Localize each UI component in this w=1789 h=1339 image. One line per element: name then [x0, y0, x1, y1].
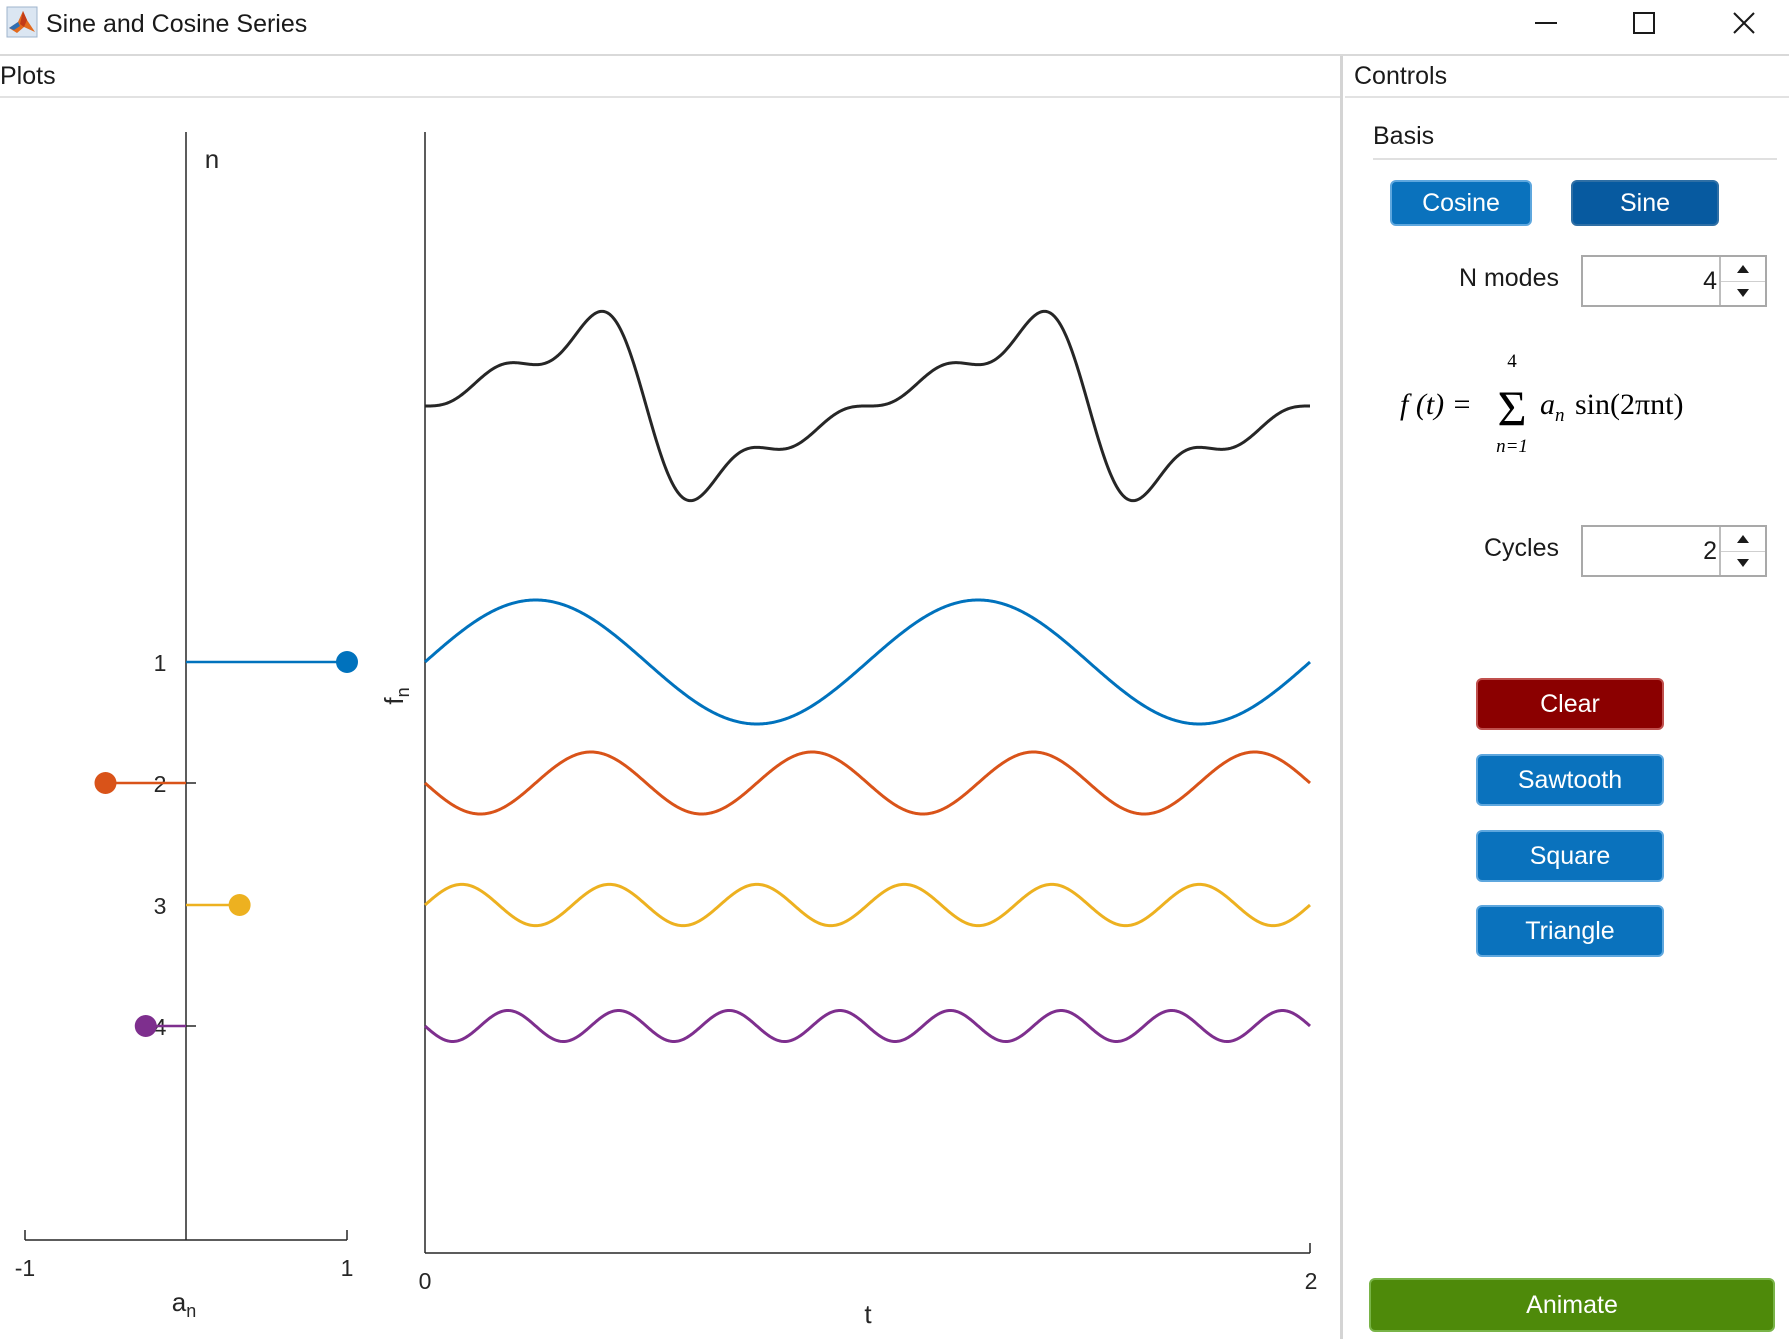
modes-x-axis-label: t — [864, 1299, 872, 1329]
cycles-label: Cycles — [1483, 534, 1559, 562]
formula-sum-lower: n=1 — [1496, 436, 1528, 457]
modes-x-tick-label: 2 — [1305, 1268, 1318, 1294]
stem-y-axis-label: n — [205, 144, 219, 174]
plots-panel: Plots -1 1 an n 1234 0 2 t fn — [0, 56, 1343, 1339]
stem-x-tick-label: -1 — [15, 1255, 35, 1281]
stem-x-axis-label: an — [172, 1287, 196, 1321]
basis-section-title: Basis — [1373, 122, 1777, 160]
sum-series-line — [425, 309, 1310, 503]
mode-line-3 — [424, 882, 1311, 928]
stem-y-tick-label: 3 — [154, 893, 167, 919]
maximize-button[interactable] — [1599, 0, 1689, 46]
n-modes-increment-button[interactable] — [1721, 257, 1765, 282]
controls-panel: Controls Basis Cosine Sine N modes 4 f (… — [1345, 56, 1789, 1339]
sine-button[interactable]: Sine — [1571, 180, 1719, 226]
n-modes-spinner[interactable]: 4 — [1581, 255, 1767, 307]
square-button[interactable]: Square — [1476, 830, 1664, 882]
cycles-value[interactable]: 2 — [1703, 537, 1717, 565]
plots-panel-title: Plots — [0, 56, 1340, 98]
clear-button[interactable]: Clear — [1476, 678, 1664, 730]
modes-x-tick-label: 0 — [419, 1268, 432, 1294]
stem-marks: 1234 — [94, 650, 358, 1040]
caret-up-icon — [1737, 265, 1749, 273]
modes-y-axis-label: fn — [379, 687, 413, 704]
summation-icon: Σ — [1497, 380, 1526, 436]
caret-down-icon — [1737, 559, 1749, 567]
formula-coefficient: an — [1540, 388, 1565, 426]
controls-panel-title: Controls — [1345, 56, 1789, 98]
formula-sum-upper: 4 — [1507, 352, 1517, 372]
formula-term: sin(2πnt) — [1575, 388, 1683, 421]
matlab-logo-icon — [6, 6, 38, 38]
stem-marker-3[interactable] — [228, 894, 251, 916]
n-modes-label: N modes — [1458, 264, 1559, 292]
stem-marker-1[interactable] — [336, 651, 358, 673]
coefficient-stem-plot: -1 1 an n 1234 — [15, 132, 358, 1321]
maximize-icon — [1633, 12, 1655, 34]
stem-y-tick-label: 1 — [154, 650, 167, 676]
close-icon — [1733, 12, 1755, 34]
caret-up-icon — [1737, 535, 1749, 543]
minimize-button[interactable] — [1501, 0, 1591, 46]
close-button[interactable] — [1699, 0, 1789, 46]
stem-marker-2[interactable] — [94, 772, 117, 794]
cycles-increment-button[interactable] — [1721, 527, 1765, 552]
formula-lhs: f (t) = — [1400, 388, 1472, 421]
triangle-button[interactable]: Triangle — [1476, 905, 1664, 957]
modes-line-plot: 0 2 t fn — [379, 132, 1317, 1329]
caret-down-icon — [1737, 289, 1749, 297]
sawtooth-button[interactable]: Sawtooth — [1476, 754, 1664, 806]
stem-marker-4[interactable] — [134, 1015, 157, 1037]
window-title: Sine and Cosine Series — [46, 10, 308, 38]
mode-line-1 — [424, 598, 1311, 726]
cosine-button[interactable]: Cosine — [1390, 180, 1532, 226]
n-modes-value[interactable]: 4 — [1703, 267, 1717, 295]
mode-line-2 — [424, 750, 1311, 816]
animate-button[interactable]: Animate — [1369, 1278, 1775, 1332]
cycles-decrement-button[interactable] — [1721, 551, 1765, 575]
n-modes-decrement-button[interactable] — [1721, 281, 1765, 305]
minimize-icon — [1535, 22, 1557, 24]
mode-line-4 — [424, 1008, 1311, 1044]
plots-canvas: -1 1 an n 1234 0 2 t fn — [15, 132, 1317, 1329]
cycles-spinner[interactable]: 2 — [1581, 525, 1767, 577]
wave-marks — [424, 309, 1311, 1044]
title-bar: Sine and Cosine Series — [0, 0, 1789, 56]
series-formula: f (t) = 4 Σ n=1 an sin(2πnt) — [1400, 352, 1683, 457]
stem-x-tick-label: 1 — [341, 1255, 354, 1281]
